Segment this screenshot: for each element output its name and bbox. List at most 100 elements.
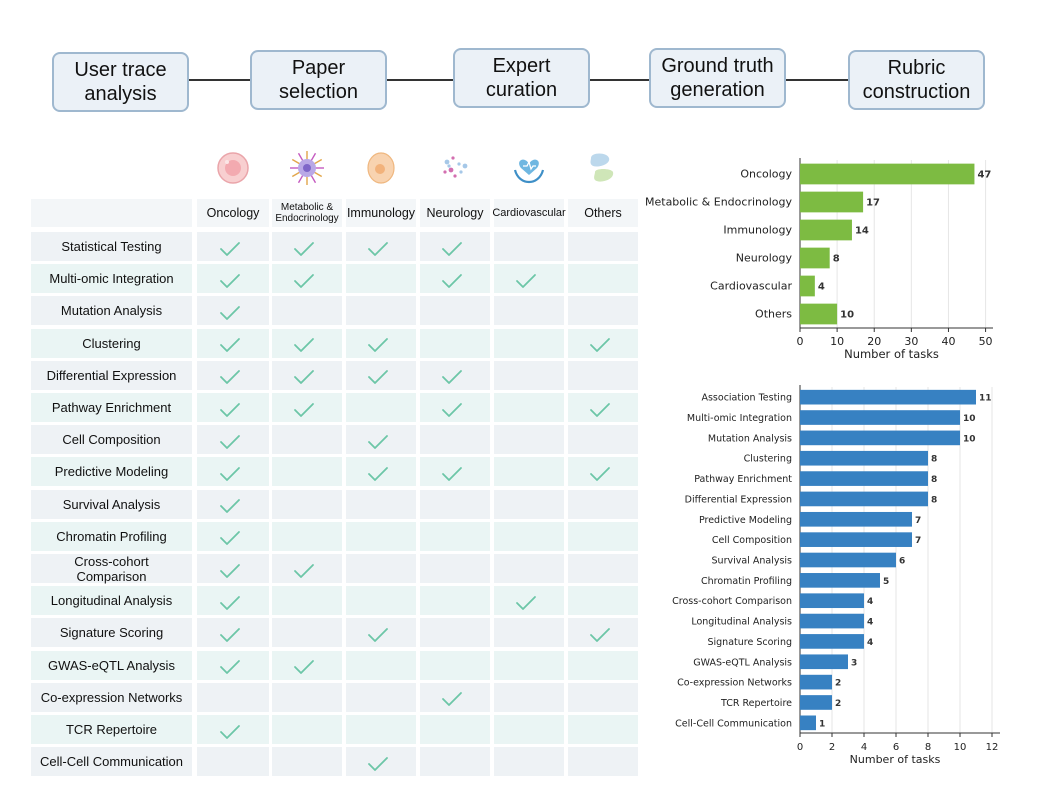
- bar-value-label: 8: [833, 254, 840, 265]
- bar-value-label: 11: [979, 394, 992, 404]
- bar-value-label: 4: [867, 597, 873, 607]
- bar-value-label: 1: [819, 719, 825, 729]
- check-icon: [220, 338, 240, 352]
- bar: [800, 634, 864, 649]
- pipeline-step: Paper selection: [250, 50, 387, 110]
- matrix-cell: [494, 393, 564, 422]
- bar: [800, 219, 852, 241]
- matrix-cell: [494, 747, 564, 777]
- matrix-cell: [346, 328, 416, 358]
- matrix-cell: [420, 232, 490, 261]
- bar-value-label: 4: [818, 282, 825, 293]
- check-icon: [220, 660, 240, 674]
- bar-value-label: 8: [931, 455, 937, 465]
- check-icon: [220, 402, 240, 417]
- cell-receptor-icon: [290, 151, 324, 185]
- bar: [800, 593, 864, 609]
- matrix-cell: [568, 747, 638, 777]
- matrix-cell: [420, 296, 490, 326]
- category-label: Predictive Modeling: [699, 515, 792, 526]
- category-label: Pathway Enrichment: [694, 474, 792, 485]
- matrix-cell: [272, 489, 342, 519]
- matrix-cell: [420, 393, 490, 422]
- check-icon: [220, 434, 240, 449]
- bar-value-label: 10: [963, 414, 976, 424]
- matrix-cell: [494, 264, 564, 294]
- matrix-cell: [272, 360, 342, 390]
- matrix-cell: [420, 554, 490, 583]
- row-label: Multi-omic Integration: [31, 264, 192, 294]
- matrix-cell: [494, 232, 564, 261]
- category-label: Mutation Analysis: [708, 433, 792, 444]
- row-label: GWAS-eQTL Analysis: [31, 650, 192, 680]
- category-label: Clustering: [744, 454, 792, 465]
- check-icon: [294, 563, 314, 578]
- row-label: Mutation Analysis: [31, 296, 192, 326]
- bar: [800, 275, 815, 297]
- matrix-cell: [346, 618, 416, 648]
- check-icon: [516, 595, 536, 610]
- row-label: Chromatin Profiling: [31, 521, 192, 551]
- category-label: Oncology: [740, 168, 792, 181]
- matrix-cell: [494, 586, 564, 616]
- category-label: Signature Scoring: [707, 637, 792, 648]
- matrix-cell: [420, 586, 490, 616]
- check-icon: [294, 338, 314, 352]
- matrix-cell: [346, 264, 416, 294]
- category-label: Longitudinal Analysis: [691, 617, 792, 628]
- matrix-cell: [420, 618, 490, 648]
- matrix-cell: [568, 457, 638, 487]
- matrix-cell: [494, 489, 564, 519]
- category-label: Chromatin Profiling: [701, 576, 792, 587]
- matrix-cell: [420, 682, 490, 712]
- bar: [800, 552, 896, 568]
- matrix-cell: [346, 554, 416, 583]
- category-label: Cell Composition: [712, 535, 792, 546]
- matrix-cell: [494, 425, 564, 455]
- category-label: Cross-cohort Comparison: [672, 596, 792, 607]
- pipeline-step: Expert curation: [453, 48, 590, 108]
- matrix-cell: [272, 425, 342, 455]
- check-icon: [220, 241, 240, 256]
- matrix-cell: [420, 328, 490, 358]
- category-label: Differential Expression: [685, 494, 792, 505]
- immune-cell-icon: [367, 152, 395, 184]
- bar-value-label: 10: [840, 310, 854, 321]
- matrix-cell: [197, 586, 269, 616]
- category-label: Others: [755, 308, 792, 321]
- matrix-cell: [568, 715, 638, 744]
- matrix-cell: [568, 425, 638, 455]
- matrix-cell: [346, 360, 416, 390]
- x-tick-label: 50: [979, 335, 993, 348]
- bar-value-label: 7: [915, 516, 921, 526]
- bar: [800, 695, 832, 710]
- matrix-cell: [197, 650, 269, 680]
- check-icon: [220, 273, 240, 288]
- row-label: Statistical Testing: [31, 232, 192, 261]
- check-icon: [590, 466, 610, 481]
- matrix-cell: [272, 650, 342, 680]
- x-tick-label: 6: [893, 742, 899, 753]
- check-icon: [220, 724, 240, 739]
- check-icon: [294, 402, 314, 417]
- bar: [800, 450, 928, 466]
- matrix-cell: [197, 618, 269, 648]
- matrix-cell: [494, 554, 564, 583]
- matrix-cell: [272, 521, 342, 551]
- matrix-cell: [272, 554, 342, 583]
- matrix-cell: [494, 296, 564, 326]
- row-label: Clustering: [31, 328, 192, 358]
- matrix-cell: [272, 393, 342, 422]
- check-icon: [442, 692, 462, 707]
- bar: [800, 613, 864, 629]
- matrix-cell: [197, 328, 269, 358]
- check-icon: [220, 466, 240, 481]
- x-tick-label: 0: [797, 335, 804, 348]
- bar: [800, 573, 880, 588]
- matrix-cell: [568, 264, 638, 294]
- x-axis-label: Number of tasks: [850, 753, 941, 766]
- matrix-cell: [494, 360, 564, 390]
- matrix-cell: [346, 747, 416, 777]
- matrix-cell: [420, 360, 490, 390]
- bar-value-label: 8: [931, 495, 937, 505]
